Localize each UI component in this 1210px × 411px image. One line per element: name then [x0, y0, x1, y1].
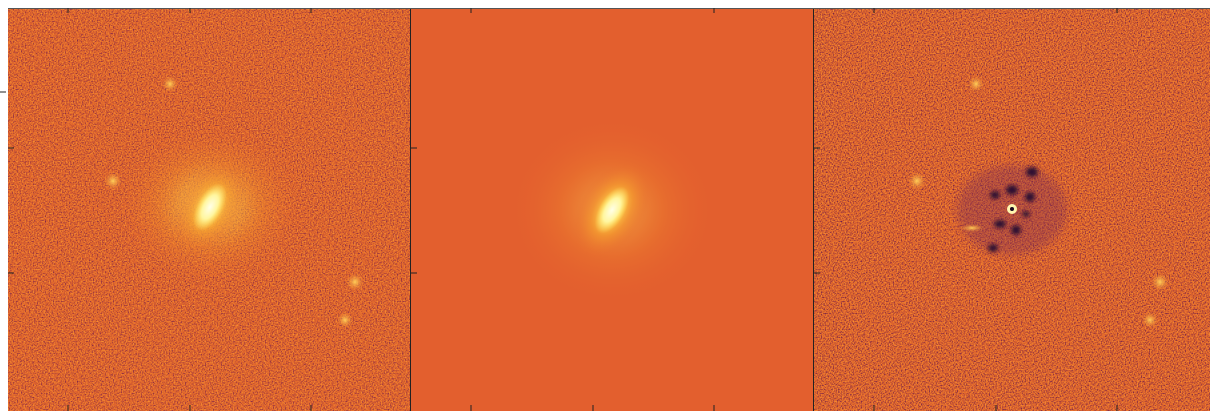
residual-core — [1010, 207, 1014, 211]
source — [162, 76, 178, 92]
source — [346, 273, 364, 291]
source — [968, 76, 984, 92]
source — [337, 312, 353, 328]
source — [960, 224, 984, 232]
page: {} — [0, 0, 1210, 411]
source — [1142, 312, 1158, 328]
data-panel — [8, 8, 410, 411]
source — [908, 172, 926, 190]
residual-panel — [814, 8, 1210, 411]
model-panel — [411, 8, 813, 411]
figure — [0, 0, 1210, 411]
source — [104, 172, 122, 190]
source — [1151, 273, 1169, 291]
